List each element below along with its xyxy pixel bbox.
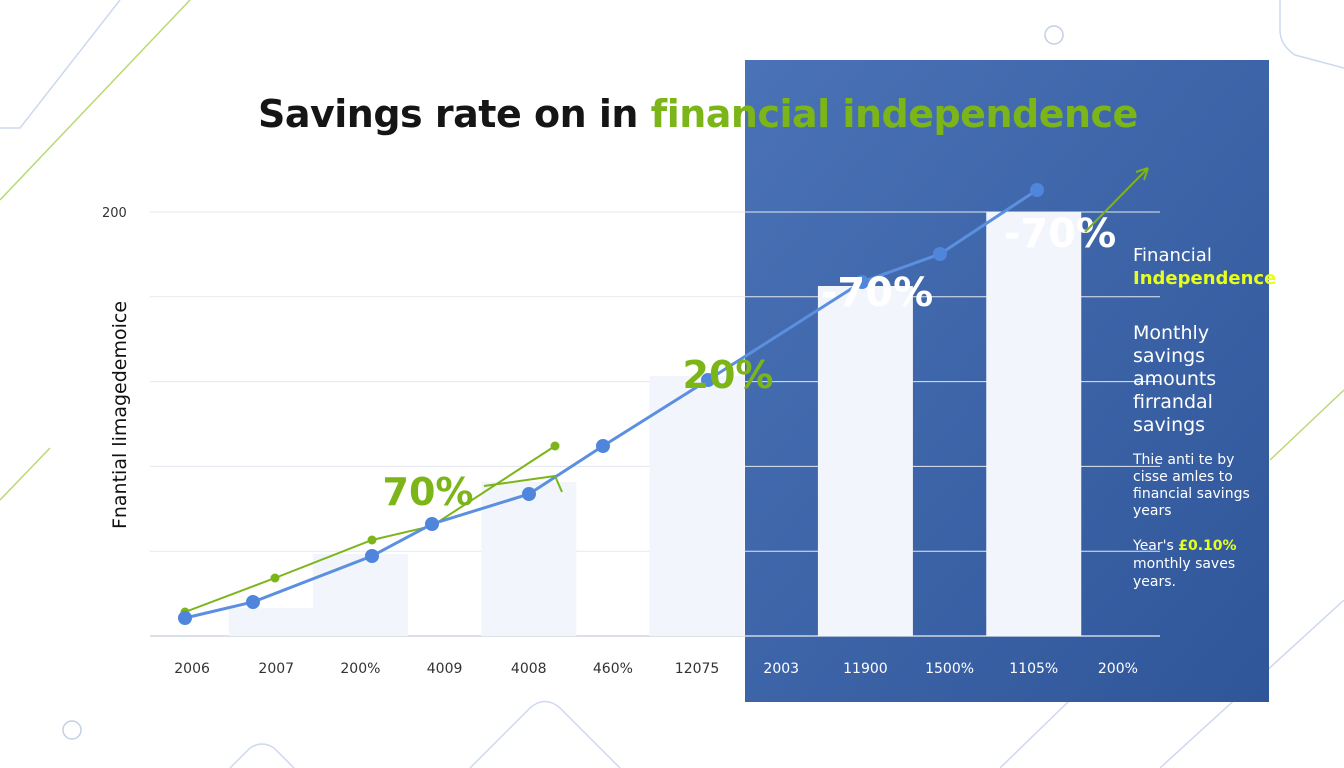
bar (481, 482, 577, 636)
bar (228, 608, 324, 636)
series-point (596, 439, 610, 453)
annotations: 70%20%-70%-70% (383, 211, 1117, 514)
x-tick-label: 11900 (843, 661, 888, 677)
callout-pointer (483, 474, 563, 493)
bar (649, 376, 745, 636)
series-point (270, 573, 280, 583)
annotation-label: -70% (821, 270, 933, 316)
x-tick-label: 460% (593, 661, 633, 677)
x-tick-label: 200% (1098, 661, 1138, 677)
series-point (855, 275, 869, 289)
x-tick-label: 12075 (675, 661, 720, 677)
y-axis-label: Fnantial limagedemoice (109, 300, 131, 530)
series-point (1030, 183, 1044, 197)
sidebar-note-suffix: monthly saves years. (1133, 556, 1236, 590)
sidebar-subheading: Independence (1133, 268, 1277, 289)
x-tick-label: 2003 (763, 661, 799, 677)
title-part-1: Savings rate (258, 92, 522, 136)
x-tick-label: 2006 (174, 661, 210, 677)
x-tick-labels: 2006 2007 200% 4009 4008 460% 12075 2003 11900 15… (174, 661, 1138, 677)
x-tick-label: 4009 (427, 661, 463, 677)
series-point (550, 441, 560, 451)
chart-title: Savings rate on in financial independenc… (258, 92, 1138, 136)
sidebar-body-small: Thie anti te by cisse amles to financial… (1133, 452, 1250, 519)
trend-arrow (1084, 167, 1149, 233)
annotation-label: 20% (683, 353, 774, 397)
sidebar-body-large: Monthly savings amounts firrandal saving… (1133, 322, 1217, 436)
title-part-2: on in (533, 92, 638, 136)
annotation-label: 70% (383, 470, 474, 514)
sidebar-note-highlight: £0.10% (1178, 538, 1237, 554)
series-point (425, 517, 439, 531)
bar (817, 286, 913, 636)
x-tick-label: 4008 (511, 661, 547, 677)
bar (986, 212, 1082, 636)
series-line (184, 188, 1038, 620)
sidebar-heading: Financial (1133, 245, 1212, 266)
series-point (365, 549, 379, 563)
x-tick-label: 200% (340, 661, 380, 677)
title-part-3: financial independence (650, 92, 1139, 136)
series-point (246, 595, 260, 609)
trend-arrow-head (1135, 167, 1149, 181)
bar (312, 554, 408, 636)
series-point (933, 247, 947, 261)
series-lines (178, 183, 1044, 625)
series-point (367, 535, 377, 545)
y-top-tick-label: 200 (102, 206, 127, 221)
x-tick-label: 2007 (258, 661, 294, 677)
series-point (522, 487, 536, 501)
sidebar-body-small-2: Year's £0.10% monthly saves years. (1133, 537, 1263, 591)
x-tick-label: 1105% (1009, 661, 1058, 677)
bars (228, 212, 1082, 636)
series-point (178, 611, 192, 625)
x-tick-label: 1500% (925, 661, 974, 677)
series-point (701, 373, 715, 387)
sidebar-note-prefix: Year's (1133, 538, 1179, 554)
